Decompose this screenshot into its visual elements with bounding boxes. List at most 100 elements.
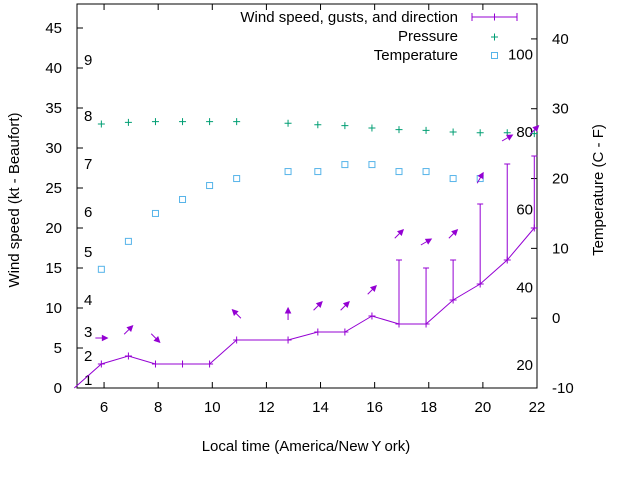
wind-speed-point xyxy=(503,256,511,264)
wind-direction-arrowhead xyxy=(231,308,239,316)
pressure-point xyxy=(476,129,484,137)
wind-speed-point xyxy=(179,360,187,368)
temperature-point xyxy=(314,168,322,176)
wind-direction-arrowhead xyxy=(101,334,109,342)
wind-series xyxy=(73,155,538,389)
wind-direction-arrowhead xyxy=(315,300,323,308)
pressure-point xyxy=(530,130,538,138)
pressure-point xyxy=(179,118,187,126)
fahrenheit-label: 20 xyxy=(516,357,533,374)
temperature-point xyxy=(124,237,132,245)
y-axis-title-right: Temperature (C - F) xyxy=(590,124,607,256)
fahrenheit-label: 60 xyxy=(516,201,533,218)
gust-bar xyxy=(477,203,484,284)
beaufort-label: 8 xyxy=(84,108,92,125)
y-tick-label: 10 xyxy=(45,300,62,317)
legend-label-temperature: Temperature xyxy=(374,47,458,64)
legend-swatch-wind xyxy=(471,13,518,21)
y2-tick-label: -10 xyxy=(552,380,574,397)
beaufort-label: 3 xyxy=(84,324,92,341)
pressure-point xyxy=(233,118,241,126)
x-tick-label: 14 xyxy=(312,399,329,416)
gust-bar xyxy=(504,163,511,260)
wind-direction-arrowhead xyxy=(397,228,405,236)
wind-direction-arrowhead xyxy=(451,228,459,236)
legend-swatch-temperature xyxy=(491,52,498,59)
y2-tick-label: 40 xyxy=(552,31,569,48)
wind-speed-point xyxy=(314,328,322,336)
wind-speed-point xyxy=(341,328,349,336)
y2-tick-label: 30 xyxy=(552,101,569,118)
temperature-point xyxy=(179,195,187,203)
legend: Wind speed, gusts, and direction Pressur… xyxy=(240,9,518,64)
temperature-point xyxy=(97,265,105,273)
wind-direction-arrowhead xyxy=(369,284,377,292)
temperature-point xyxy=(341,161,349,169)
wind-direction-arrowhead xyxy=(284,306,292,314)
wind-direction-arrows xyxy=(95,124,540,344)
temperature-point xyxy=(151,209,159,217)
temperature-series xyxy=(97,161,484,273)
wind-direction-arrowhead xyxy=(342,300,350,308)
y2-tick-label: 10 xyxy=(552,240,569,257)
wind-direction-arrowhead xyxy=(532,124,540,132)
temperature-point xyxy=(284,168,292,176)
pressure-point xyxy=(449,128,457,136)
beaufort-label: 6 xyxy=(84,204,92,221)
pressure-point xyxy=(206,118,214,126)
gust-bar xyxy=(450,259,457,300)
legend-swatch-pressure xyxy=(491,33,498,41)
pressure-point xyxy=(314,121,322,129)
y2-tick-label: 0 xyxy=(552,310,560,327)
wind-speed-point xyxy=(124,352,132,360)
pressure-point xyxy=(422,126,430,134)
y-axis-title-left: Wind speed (kt - Beaufort) xyxy=(6,112,23,287)
pressure-point xyxy=(97,120,105,128)
x-tick-label: 18 xyxy=(420,399,437,416)
temperature-point xyxy=(206,182,214,190)
fahrenheit-label: 80 xyxy=(516,124,533,141)
y-tick-label: 45 xyxy=(45,20,62,37)
y-tick-label: 40 xyxy=(45,60,62,77)
wind-speed-point xyxy=(284,336,292,344)
plot-border xyxy=(76,3,538,389)
wind-speed-point xyxy=(233,336,241,344)
beaufort-label: 5 xyxy=(84,244,92,261)
x-tick-label: 8 xyxy=(154,399,162,416)
temperature-point xyxy=(395,168,403,176)
wind-direction-arrowhead xyxy=(424,238,433,245)
beaufort-label: 7 xyxy=(84,156,92,173)
y-tick-label: 15 xyxy=(45,260,62,277)
wind-speed-point xyxy=(368,312,376,320)
x-tick-label: 12 xyxy=(258,399,275,416)
wind-direction-arrowhead xyxy=(506,134,514,141)
beaufort-label: 9 xyxy=(84,52,92,69)
pressure-point xyxy=(368,124,376,132)
wind-speed-point xyxy=(151,360,159,368)
wind-speed-point xyxy=(422,320,430,328)
y2-tick-label: 20 xyxy=(552,171,569,188)
temperature-point xyxy=(368,161,376,169)
pressure-point xyxy=(284,119,292,127)
temperature-point xyxy=(422,168,430,176)
legend-label-pressure: Pressure xyxy=(398,28,458,45)
wind-direction-arrowhead xyxy=(477,171,484,180)
legend-swatches xyxy=(471,13,518,59)
wind-speed-line xyxy=(73,227,535,389)
wind-speed-point xyxy=(97,360,105,368)
x-tick-label: 16 xyxy=(366,399,383,416)
beaufort-label: 4 xyxy=(84,292,92,309)
legend-label-wind: Wind speed, gusts, and direction xyxy=(240,9,458,26)
y-tick-label: 30 xyxy=(45,140,62,157)
y-tick-label: 20 xyxy=(45,220,62,237)
wind-speed-point xyxy=(206,360,214,368)
y-tick-label: 35 xyxy=(45,100,62,117)
temperature-point xyxy=(449,175,457,183)
wind-speed-point xyxy=(530,224,538,232)
wind-speed-point xyxy=(476,280,484,288)
gust-bar xyxy=(531,155,538,228)
beaufort-labels: 1 2 3 4 5 6 7 8 9 xyxy=(84,52,92,389)
temperature-point xyxy=(233,175,241,183)
axes-layer: 6 8 10 12 14 16 18 20 22051015202530354045-10010… xyxy=(45,3,574,416)
